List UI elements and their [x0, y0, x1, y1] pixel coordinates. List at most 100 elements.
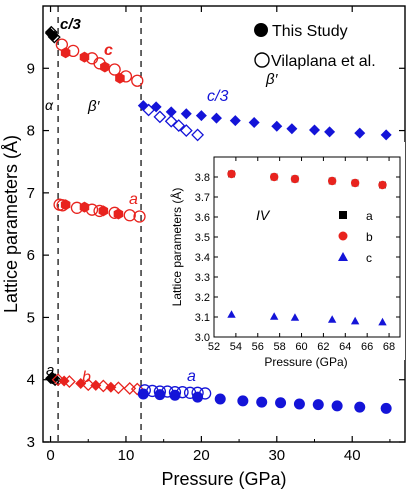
- data-point-beta-c-vilaplana: [108, 63, 121, 76]
- data-point-high-a-this-study: [331, 400, 343, 412]
- legend-square-icon: [339, 211, 347, 219]
- data-point-high-a-vilaplana: [168, 386, 182, 399]
- data-point-beta-c-this-study: [100, 61, 110, 73]
- data-point-beta-a-vilaplana: [93, 204, 106, 218]
- data-point-high-a-vilaplana: [146, 384, 159, 398]
- data-point-high-a-this-study: [293, 398, 305, 410]
- inset-data-point-b: [290, 174, 300, 184]
- annotation-c3-alpha: c/3: [60, 16, 82, 33]
- inset-y-ticks: 3.0 3.1 3.2 3.3 3.4 3.5 3.6 3.7 3.8: [195, 172, 400, 344]
- inset-data-point-c: [378, 317, 387, 326]
- data-point-high-c3-vilaplana: [153, 110, 167, 124]
- main-y-tick-label: 7: [27, 185, 35, 202]
- inset-y-tick-label: 3.5: [195, 232, 210, 244]
- inset-y-tick-label: 3.3: [195, 272, 210, 284]
- inset-data-point-c: [350, 316, 360, 325]
- data-point-high-a-vilaplana: [176, 386, 189, 399]
- inset-data-point-b: [269, 172, 279, 182]
- main-y-tick-label: 5: [27, 309, 35, 326]
- phase-boundaries: [57, 6, 142, 442]
- data-point-beta-b-vilaplana: [111, 381, 125, 395]
- inset-y-tick-label: 3.7: [195, 192, 210, 204]
- data-point-high-c3-this-study: [309, 124, 320, 136]
- data-point-high-c3-vilaplana: [172, 119, 186, 133]
- inset-y-tick-label: 3.4: [195, 252, 210, 264]
- data-point-high-c3-vilaplana: [179, 124, 193, 137]
- main-y-axis-label: Lattice parameters (Å): [1, 135, 21, 313]
- data-point-beta-b-vilaplana: [81, 378, 95, 392]
- data-point-high-c3-vilaplana: [191, 128, 205, 142]
- data-point-high-c3-this-study: [180, 108, 192, 120]
- annotation-c-beta: c: [104, 42, 113, 59]
- legend-circle-icon: [338, 231, 348, 241]
- data-point-beta-b-vilaplana: [96, 379, 110, 393]
- inset-data-point-b: [350, 178, 360, 188]
- data-point-beta-a-vilaplana: [70, 201, 84, 214]
- inset-data-point-c: [327, 315, 337, 323]
- main-x-tick-label: 20: [193, 447, 210, 464]
- main-y-tick-label: 6: [27, 247, 35, 264]
- data-point-high-c3-this-study: [165, 106, 177, 118]
- inset-x-ticks: 52 54 56 58 60 62 64 66 68: [208, 157, 395, 353]
- annotation-a-high: a: [187, 368, 196, 385]
- inset-data-point-c: [269, 312, 279, 320]
- inset-legend-b: b: [366, 230, 373, 244]
- inset-y-tick-label: 3.0: [195, 332, 210, 344]
- inset-data-point-c: [290, 313, 300, 321]
- data-point-beta-a-this-study: [113, 208, 124, 220]
- data-point-beta-a-vilaplana: [133, 210, 146, 223]
- data-point-high-a-this-study: [380, 402, 392, 414]
- data-point-beta-b-this-study: [90, 379, 102, 391]
- data-point-beta-c-vilaplana: [131, 74, 144, 87]
- inset-x-tick-label: 66: [361, 341, 373, 353]
- data-point-beta-b-vilaplana: [123, 382, 137, 395]
- data-point-beta-c-vilaplana: [67, 44, 80, 57]
- annotation-c3-high: c/3: [207, 88, 228, 105]
- inset-data-point-b: [327, 176, 337, 186]
- legend-triangle-icon: [338, 252, 348, 261]
- legend-filled-circle-icon: [254, 23, 268, 37]
- main-y-tick-label: 3: [27, 434, 35, 451]
- annotation-a-beta: a: [129, 191, 138, 208]
- inset-x-tick-label: 56: [252, 341, 264, 353]
- data-point-beta-a-vilaplana: [123, 209, 136, 222]
- legend-open-circle-icon: [254, 52, 270, 68]
- inset-data-point-c: [227, 310, 236, 318]
- data-point-beta-c-vilaplana: [93, 57, 106, 70]
- phase-label-alpha: α: [45, 97, 54, 113]
- data-point-beta-a-this-study: [98, 205, 109, 217]
- phase-label-beta: β′: [87, 98, 101, 115]
- inset-data-point-b: [227, 169, 236, 179]
- main-x-ticks: 0 10 20 30 40: [46, 6, 391, 464]
- inset-data-marks: [227, 169, 387, 326]
- main-data-marks: [44, 25, 392, 414]
- data-point-beta-a-vilaplana: [85, 203, 99, 216]
- main-y-tick-label: 4: [27, 372, 35, 389]
- annotation-a-alpha: a: [46, 362, 54, 379]
- data-point-beta-c-vilaplana: [119, 70, 133, 83]
- data-point-high-c3-this-study: [248, 116, 260, 128]
- inset-x-tick-label: 64: [339, 341, 351, 353]
- data-point-alpha-c3-vilaplana: [47, 30, 61, 44]
- inset-legend: a b c: [338, 209, 373, 265]
- main-x-tick-label: 30: [268, 447, 285, 464]
- data-point-high-a-this-study: [275, 397, 287, 409]
- main-y-tick-label: 9: [27, 60, 35, 77]
- data-point-high-c3-this-study: [324, 126, 336, 138]
- inset-phase-label: IV: [256, 207, 271, 223]
- data-point-high-c3-this-study: [137, 100, 149, 112]
- data-point-high-c3-this-study: [195, 110, 207, 122]
- data-point-high-a-vilaplana: [183, 386, 197, 399]
- data-point-high-a-this-study: [256, 396, 268, 408]
- data-point-high-c3-this-study: [229, 115, 241, 127]
- data-point-high-c3-this-study: [286, 123, 298, 135]
- inset-y-axis-label: Lattice parameters (Å): [169, 188, 184, 307]
- data-point-high-a-this-study: [137, 388, 149, 400]
- inset-x-axis-label: Pressure (GPa): [264, 355, 347, 369]
- inset-y-tick-label: 3.8: [195, 172, 210, 184]
- data-point-high-a-vilaplana: [138, 384, 151, 397]
- phase-label-beta-high: β′: [265, 71, 279, 88]
